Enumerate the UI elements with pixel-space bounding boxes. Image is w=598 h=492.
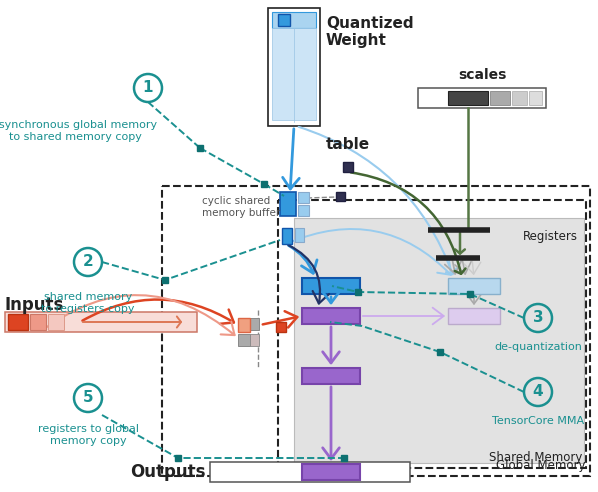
Bar (448, 308, 500, 324)
Bar (280, 192, 296, 216)
Bar (302, 278, 360, 294)
Bar (298, 192, 309, 203)
Text: asynchronous global memory
to shared memory copy: asynchronous global memory to shared mem… (0, 120, 157, 142)
Bar (529, 91, 542, 105)
Text: Shared Memory: Shared Memory (489, 451, 582, 464)
Text: Registers: Registers (523, 230, 578, 243)
Text: 3: 3 (533, 310, 544, 326)
Bar (295, 228, 304, 242)
Bar (302, 368, 360, 384)
Bar (294, 218, 584, 463)
Bar (5, 312, 197, 332)
Text: Outputs: Outputs (130, 463, 206, 481)
Bar (490, 91, 510, 105)
Bar (162, 186, 590, 476)
Text: 4: 4 (533, 385, 544, 400)
Bar (238, 334, 250, 346)
Bar (302, 464, 360, 480)
Bar (8, 314, 28, 330)
Text: registers to global
memory copy: registers to global memory copy (38, 424, 139, 446)
Bar (268, 8, 320, 126)
Bar (276, 322, 286, 332)
Text: 2: 2 (83, 254, 93, 270)
Bar (238, 318, 250, 332)
Text: de-quantization: de-quantization (494, 342, 582, 352)
Bar (210, 462, 410, 482)
Bar (30, 314, 46, 330)
Bar (448, 91, 488, 105)
Text: Global Memory: Global Memory (496, 459, 586, 472)
Bar (298, 205, 309, 216)
Text: 1: 1 (143, 81, 153, 95)
Bar (302, 308, 360, 324)
Bar (448, 278, 500, 294)
Bar (278, 14, 290, 26)
Bar (272, 12, 316, 28)
Bar (278, 200, 586, 468)
Text: table: table (326, 137, 370, 152)
Text: Inputs: Inputs (5, 296, 65, 314)
Text: cyclic shared
memory buffer: cyclic shared memory buffer (202, 196, 280, 217)
Bar (250, 318, 259, 330)
Bar (250, 334, 259, 346)
Text: TensorCore MMA: TensorCore MMA (492, 416, 584, 426)
Text: 5: 5 (83, 391, 93, 405)
Bar (512, 91, 527, 105)
Bar (343, 162, 353, 172)
Bar (282, 228, 292, 244)
Bar (272, 28, 316, 120)
Text: Quantized
Weight: Quantized Weight (326, 16, 414, 48)
Bar (48, 314, 64, 330)
Bar (336, 192, 345, 201)
Text: scales: scales (458, 68, 506, 82)
Bar (418, 88, 546, 108)
Text: shared memory
to registers copy: shared memory to registers copy (41, 292, 135, 313)
